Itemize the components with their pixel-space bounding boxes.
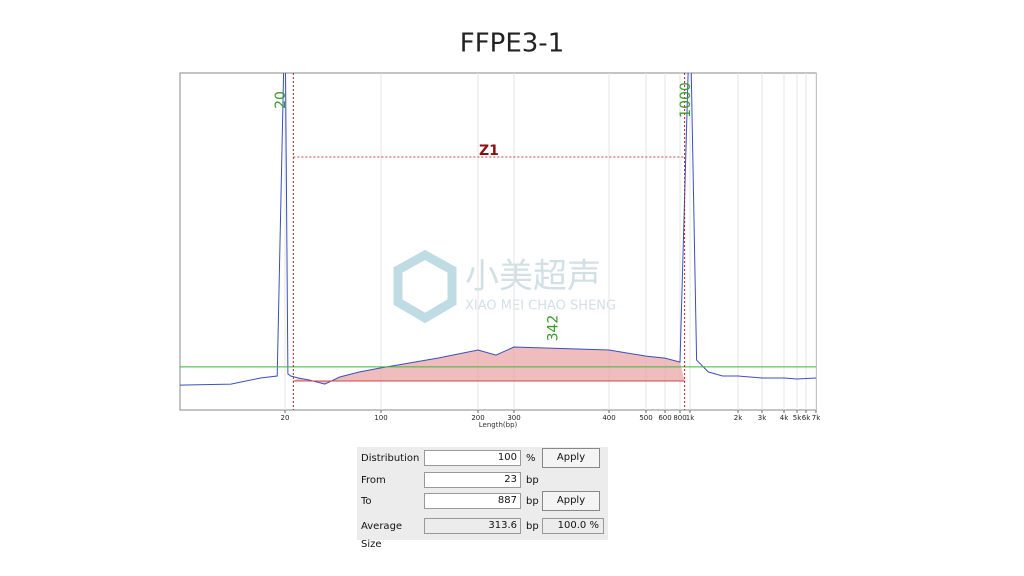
- percent-value: 100.0: [557, 520, 587, 531]
- peak-label: 1000: [678, 82, 694, 118]
- peak-label: 342: [545, 315, 561, 342]
- chart: FFPE3-1 小美超声 XIAO MEI CHAO SHENG Length(…: [179, 29, 821, 429]
- watermark-cn: 小美超声: [465, 257, 601, 297]
- x-axis-label: Length(bp): [479, 421, 518, 429]
- input[interactable]: 23: [424, 472, 521, 488]
- apply-button[interactable]: Apply: [542, 491, 600, 511]
- x-tick-label: 6k: [802, 414, 811, 422]
- input[interactable]: 887: [424, 493, 521, 509]
- unit: bp: [526, 521, 539, 532]
- label: From: [361, 475, 386, 486]
- region-fill: [293, 346, 685, 385]
- x-tick-label: 3k: [758, 414, 767, 422]
- trace: [180, 73, 816, 386]
- unit: %: [526, 453, 536, 464]
- x-tick-label: 300: [507, 414, 520, 422]
- label: To: [361, 496, 372, 507]
- apply-button[interactable]: Apply: [542, 448, 600, 468]
- region-label: Z1: [479, 143, 499, 159]
- x-tick-label: 200: [471, 414, 484, 422]
- input[interactable]: 100: [424, 450, 521, 466]
- x-tick-label: 600: [658, 414, 671, 422]
- label: Average Size: [361, 521, 403, 550]
- x-tick-label: 400: [602, 414, 615, 422]
- output: 313.6: [424, 518, 521, 534]
- x-tick-label: 20: [281, 414, 290, 422]
- title: FFPE3-1: [460, 29, 564, 59]
- watermark-en: XIAO MEI CHAO SHENG: [465, 299, 616, 314]
- label: Distribution: [361, 453, 420, 464]
- x-tick-label: 5k: [793, 414, 802, 422]
- x-tick-label: 7k: [812, 414, 821, 422]
- peak-label: 20: [273, 91, 289, 109]
- watermark: 小美超声 XIAO MEI CHAO SHENG: [393, 249, 616, 324]
- unit: bp: [526, 475, 539, 486]
- watermark-logo: [393, 249, 457, 324]
- x-tick-label: 2k: [734, 414, 743, 422]
- x-tick-label: 500: [639, 414, 652, 422]
- percent: 100.0 %: [542, 518, 604, 534]
- x-tick-label: 100: [374, 414, 387, 422]
- x-tick-label: 4k: [780, 414, 789, 422]
- plot: [180, 73, 816, 410]
- size-panel: Distribution 100 % Apply From 23 bp To 8…: [357, 447, 608, 550]
- x-tick-label: 800: [673, 414, 686, 422]
- x-tick-label: 1k: [686, 414, 695, 422]
- percent-unit: %: [589, 520, 599, 531]
- unit: bp: [526, 496, 539, 507]
